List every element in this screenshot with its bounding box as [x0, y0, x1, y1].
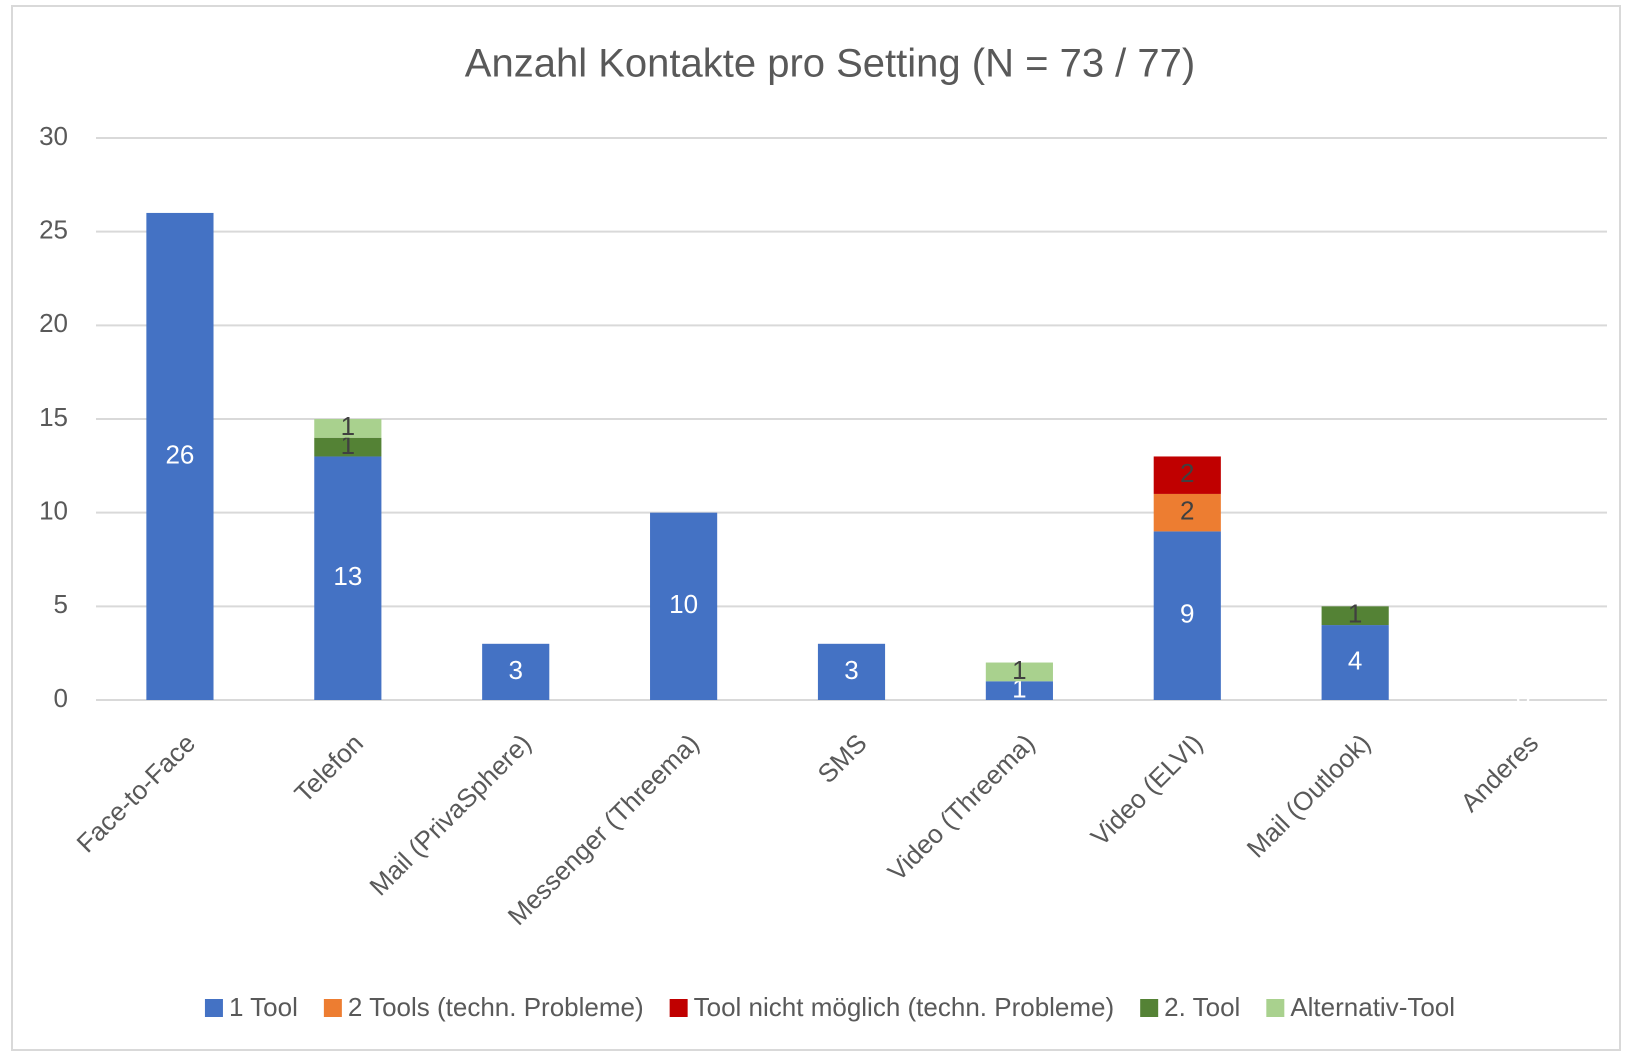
y-tick-label: 10: [39, 496, 68, 526]
legend-label: 2 Tools (techn. Probleme): [348, 992, 644, 1022]
bar-segment: [985, 662, 1053, 682]
bar-segment: [985, 681, 1053, 700]
data-label: 13: [333, 561, 362, 591]
bar-segment: [1153, 456, 1221, 494]
bar-segment: [146, 212, 214, 700]
legend-swatch: [1140, 999, 1159, 1017]
data-label: 2: [1180, 496, 1194, 526]
bar-segment: [650, 512, 718, 700]
data-label: 9: [1180, 599, 1194, 629]
legend-label: 2. Tool: [1164, 992, 1240, 1022]
bar-segment: [1153, 531, 1221, 700]
data-label: 1: [341, 411, 355, 441]
legend-label: Alternativ-Tool: [1290, 992, 1455, 1022]
y-tick-label: 25: [39, 215, 68, 245]
bar-segment: [817, 643, 886, 700]
data-label: 10: [669, 589, 698, 619]
chart-title: Anzahl Kontakte pro Setting (N = 73 / 77…: [465, 42, 1195, 86]
bar-segment: [314, 437, 382, 457]
legend-label: Tool nicht möglich (techn. Probleme): [694, 992, 1115, 1022]
legend-swatch: [204, 999, 223, 1017]
chart-frame: [11, 5, 1621, 1051]
legend-label: 1 Tool: [229, 992, 298, 1022]
data-label: 3: [508, 655, 522, 685]
legend-swatch: [1266, 999, 1285, 1017]
data-label: 1: [1012, 655, 1026, 685]
bar-segment: [314, 419, 382, 438]
data-label: 0: [1516, 683, 1530, 713]
bar-segment: [482, 643, 550, 700]
data-label: 4: [1348, 645, 1362, 675]
y-tick-label: 30: [39, 121, 68, 151]
legend-swatch: [669, 999, 688, 1017]
legend-swatch: [323, 999, 342, 1017]
bar-segment: [1321, 606, 1389, 626]
y-tick-label: 20: [39, 308, 68, 338]
y-tick-label: 15: [39, 402, 68, 432]
bar-segment: [1321, 625, 1389, 700]
data-label: 1: [1348, 599, 1362, 629]
y-tick-label: 0: [54, 683, 68, 713]
data-label: 26: [165, 439, 194, 469]
y-tick-label: 5: [54, 589, 68, 619]
data-label: 2: [1180, 458, 1194, 488]
data-label: 3: [844, 655, 858, 685]
bar-segment: [1153, 493, 1221, 532]
bar-segment: [314, 456, 382, 700]
